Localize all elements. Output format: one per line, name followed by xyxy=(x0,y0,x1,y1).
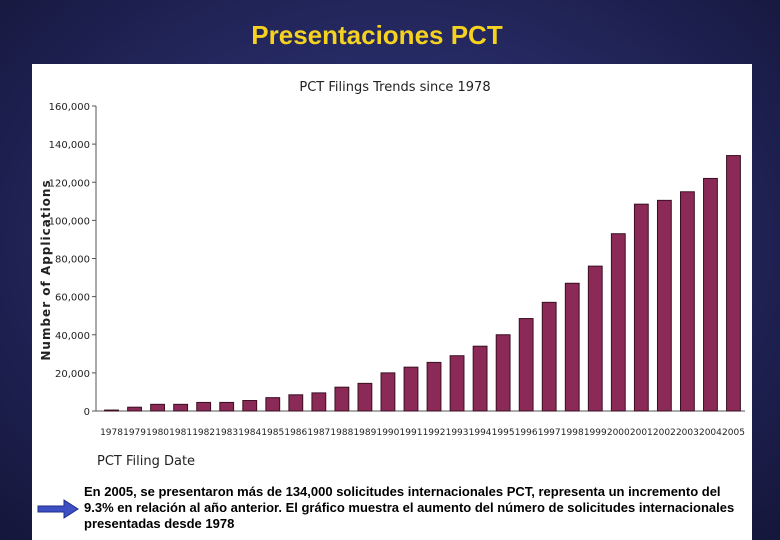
bar-group xyxy=(104,155,741,412)
bar xyxy=(449,355,465,412)
x-tick-label: 1998 xyxy=(561,428,584,438)
y-tick-group: 0 20,000 40,000 60,000 80,000 100,000 120,000 1… xyxy=(49,102,96,418)
x-tick-label: 1989 xyxy=(353,428,376,438)
bar xyxy=(726,155,741,412)
x-tick-label: 2000 xyxy=(607,428,630,438)
x-tick-label: 1982 xyxy=(192,428,215,438)
bar xyxy=(680,191,695,412)
chart-title: PCT Filings Trends since 1978 xyxy=(299,80,490,95)
bar xyxy=(403,366,419,412)
x-tick-group: 1978 1979 1980 1981 1982 1983 1984 1985 1986 1987… xyxy=(100,428,745,438)
bar xyxy=(495,334,511,412)
x-tick-label: 1983 xyxy=(215,428,238,438)
bar-chart: PCT Filings Trends since 1978 Number of … xyxy=(39,80,745,469)
y-tick-label: 0 xyxy=(84,407,90,418)
x-tick-label: 1996 xyxy=(515,428,538,438)
x-tick-label: 1995 xyxy=(492,428,515,438)
bar xyxy=(196,401,212,412)
bar xyxy=(633,203,649,412)
x-tick-label: 1984 xyxy=(238,428,261,438)
chart-panel: PCT Filings Trends since 1978 Number of … xyxy=(32,64,752,478)
x-tick-label: 1994 xyxy=(469,428,492,438)
y-tick-label: 80,000 xyxy=(55,255,90,266)
bar xyxy=(104,409,119,412)
x-tick-label: 1991 xyxy=(400,428,423,438)
y-axis-label: Number of Applications xyxy=(39,179,53,360)
x-tick-label: 1986 xyxy=(284,428,307,438)
right-arrow-icon xyxy=(37,499,79,519)
x-tick-label: 1978 xyxy=(100,428,123,438)
bar xyxy=(541,301,557,412)
x-tick-label: 1993 xyxy=(446,428,469,438)
x-tick-label: 1987 xyxy=(307,428,330,438)
bar xyxy=(656,199,672,412)
bar xyxy=(265,397,281,412)
bar xyxy=(587,265,603,412)
x-tick-label: 1985 xyxy=(261,428,284,438)
bar xyxy=(472,345,488,412)
bar xyxy=(564,282,580,412)
bar xyxy=(288,394,304,412)
x-tick-label: 1992 xyxy=(423,428,446,438)
x-tick-label: 1999 xyxy=(584,428,607,438)
y-tick-label: 60,000 xyxy=(55,293,90,304)
bar xyxy=(703,177,718,412)
x-tick-label: 2003 xyxy=(676,428,699,438)
bar xyxy=(610,233,626,412)
y-tick-label: 160,000 xyxy=(49,102,90,113)
y-tick-label: 40,000 xyxy=(55,331,90,342)
caption-text: En 2005, se presentaron más de 134,000 s… xyxy=(84,484,735,531)
bar xyxy=(127,406,142,412)
bar xyxy=(380,372,396,412)
slide-title: Presentaciones PCT xyxy=(251,20,503,50)
bar xyxy=(311,392,327,412)
y-tick-label: 140,000 xyxy=(49,140,90,151)
x-tick-label: 1990 xyxy=(376,428,399,438)
x-tick-label: 1988 xyxy=(330,428,353,438)
x-tick-label: 2001 xyxy=(630,428,653,438)
bar xyxy=(219,401,235,412)
y-tick-label: 120,000 xyxy=(49,178,90,189)
x-tick-label: 2002 xyxy=(653,428,676,438)
bar xyxy=(518,318,534,412)
bar xyxy=(334,386,350,412)
caption-block: En 2005, se presentaron más de 134,000 s… xyxy=(32,478,752,540)
y-tick-label: 100,000 xyxy=(49,216,90,227)
y-tick-label: 20,000 xyxy=(55,369,90,380)
bar xyxy=(242,400,258,412)
x-tick-label: 1997 xyxy=(538,428,561,438)
bar xyxy=(426,361,442,412)
x-tick-label: 1979 xyxy=(123,428,146,438)
x-tick-label: 1981 xyxy=(169,428,192,438)
x-tick-label: 2004 xyxy=(699,428,722,438)
x-tick-label: 2005 xyxy=(722,428,745,438)
x-tick-label: 1980 xyxy=(146,428,169,438)
bar xyxy=(357,382,373,412)
bar xyxy=(150,403,166,412)
bar xyxy=(173,403,189,412)
x-axis-label: PCT Filing Date xyxy=(97,454,195,469)
